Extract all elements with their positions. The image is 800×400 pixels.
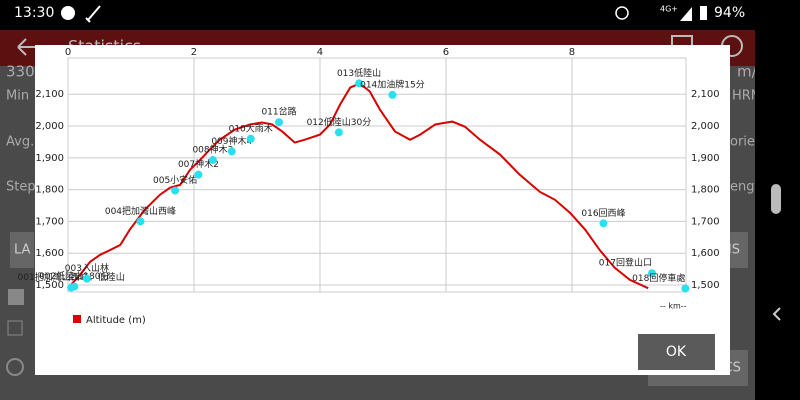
waypoint [82,274,91,283]
plot-frame [67,57,687,293]
x-tick-label: 8 [569,47,575,58]
alarm-icon [615,6,629,20]
y-tick-label: 1,900 [35,153,64,164]
waypoint-label: 007神木2 [178,158,219,170]
waypoint [334,128,343,137]
battery-level: 94% [714,5,745,21]
y2-tick-label: 2,000 [691,121,720,132]
status-bar [0,0,800,30]
signal-icon [680,7,692,21]
x-tick-label: 0 [65,47,71,58]
waypoint-label: 003入山林 [65,262,109,274]
waypoint [647,269,656,278]
altitude-line [67,82,649,290]
x-tick-label: 2 [191,47,197,58]
notification-icon [61,6,75,20]
waypoint [599,219,608,228]
y-tick-label: 2,000 [35,121,64,132]
waypoint-label: 013低陸山 [337,67,381,79]
y-tick-label: 1,800 [35,185,64,196]
bg-text: LA [14,243,31,258]
bg-text: ories [730,135,762,150]
waypoint [355,79,364,88]
scroll-thumb [771,184,781,214]
waypoint [70,282,79,291]
waypoint [246,134,255,143]
y2-tick-label: 1,800 [691,185,720,196]
y2-tick-label: 1,600 [691,248,720,259]
waypoint-label: 016回西峰 [581,208,625,219]
waypoint-label: 014加油牌15分 [360,78,425,90]
checkbox [8,289,24,305]
y2-tick-label: 1,900 [691,153,720,164]
legend-swatch [73,315,81,323]
waypoint-label: 004把加灣山西峰 [105,205,176,217]
y2-tick-label: 2,100 [691,89,720,100]
waypoint-label: 008神木3 [192,144,233,156]
broom-icon [85,5,101,23]
clock: 13:30 [14,5,54,21]
bg-text: Step [6,180,36,195]
nav-bar [755,30,800,400]
waypoint [227,147,236,156]
ok-label[interactable]: OK [666,344,687,360]
waypoint [388,90,397,99]
y2-tick-label: 1,500 [691,280,720,291]
bg-text: Min [6,89,29,104]
y-tick-label: 1,500 [35,280,64,291]
radio [6,358,24,376]
waypoint-label: 001把加灣山西峰、低陸山 [18,271,125,283]
nav-back[interactable] [772,307,781,321]
waypoint-label: 011岔路 [261,106,296,118]
bg-text: HRM [732,89,762,104]
waypoint-label: 010大雨木 [229,122,273,134]
network-type: 4G+ [660,5,678,14]
waypoint [681,284,690,293]
waypoint-label: 009神木4 [211,135,252,147]
y-tick-label: 2,100 [35,89,64,100]
battery-icon [700,6,707,20]
y-tick-label: 1,700 [35,216,64,227]
waypoint-label: 012低陸山30分 [307,116,372,128]
chart: 0 2 4 6 8 1,500 1,500 1,600 1,600 1,700 1,700 1,800… [18,47,720,293]
x-tick-label: 6 [443,47,449,58]
waypoint-label: 005小安佑 [153,174,197,186]
bg-text: 330 [6,63,35,81]
x-tick-label: 4 [317,47,323,58]
dialog [35,45,730,375]
waypoint [171,186,180,195]
y2-tick-label: 1,700 [691,216,720,227]
y-tick-label: 1,600 [35,248,64,259]
waypoint-label: 002低陸山180分 [39,270,109,282]
back-arrow [17,38,36,56]
bg-text: Avg. [6,135,34,150]
bg-button [10,232,34,268]
legend-label: Altitude (m) [86,315,146,326]
waypoint [194,170,203,179]
waypoint [208,156,217,165]
waypoint-label: 017回登山口 [599,258,652,269]
ok-button[interactable] [638,334,715,370]
x-axis-label: -- km-- [660,302,687,311]
waypoint [275,118,284,127]
waypoint-label: 018回停車處 [632,272,685,284]
waypoint [136,217,145,226]
checkbox [7,320,23,336]
